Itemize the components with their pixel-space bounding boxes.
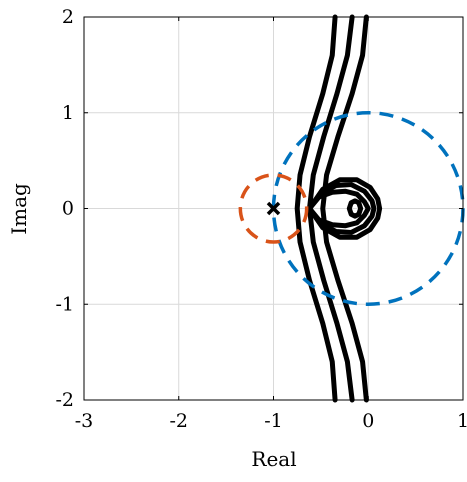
x-tick-label: 0 [362,410,374,432]
y-tick-label: 1 [62,102,74,124]
y-tick-label: 2 [62,6,74,28]
y-tick-label: -1 [55,293,74,315]
x-axis-label: Real [251,447,296,471]
nyquist-curve-4 [307,182,377,235]
nyquist-curve-0 [294,14,338,403]
axes-frame [83,16,464,401]
nyquist-curve-6 [346,198,364,219]
x-tick-label: -1 [264,410,283,432]
critical-point-marker [266,201,281,216]
plot-data [238,14,465,403]
x-tick-label: -3 [75,410,94,432]
x-tick-label: 1 [457,410,467,432]
nyquist-curve-5 [307,177,383,240]
x-tick-label: -2 [169,410,188,432]
y-tick-label: -2 [55,389,74,411]
nyquist-curve-2 [320,14,369,403]
marker-stroke [266,201,281,216]
y-tick-label: 0 [62,198,74,220]
y-axis-label: Imag [7,183,31,235]
nyquist-curve-3 [307,188,371,229]
critical-circle [238,173,309,244]
